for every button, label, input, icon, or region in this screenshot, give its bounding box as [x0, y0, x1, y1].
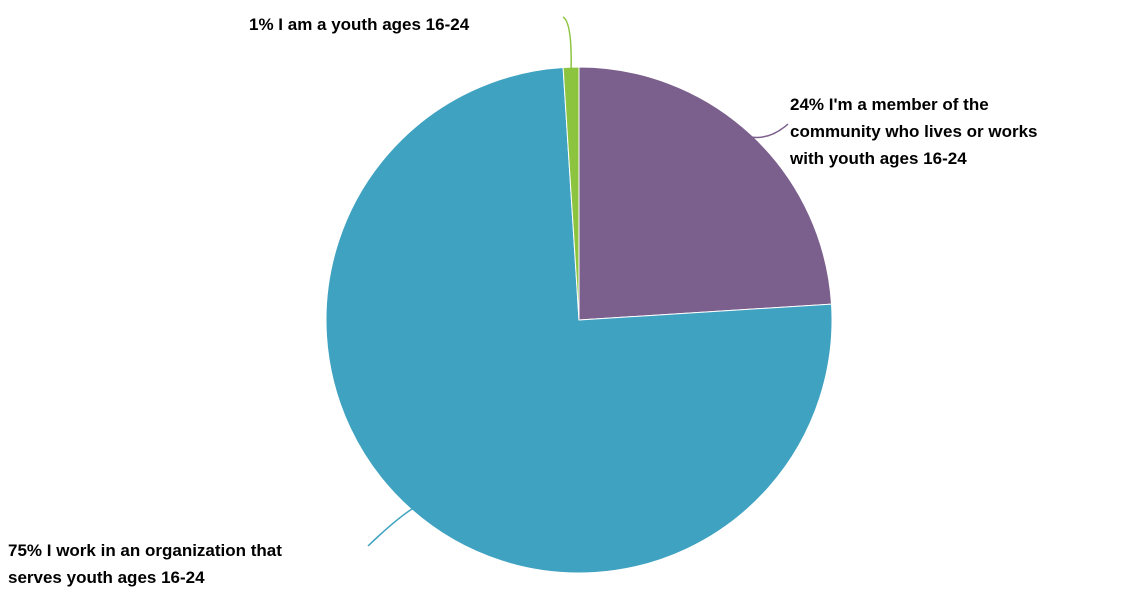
slice-label-youth: 1% I am a youth ages 16-24: [249, 15, 470, 34]
slice-label-line: serves youth ages 16-24: [8, 568, 205, 587]
slice-label-member-of-community: 24% I'm a member of the community who li…: [789, 95, 1038, 168]
slice-label-work-in-organization: 75% I work in an organization that serve…: [8, 541, 282, 587]
leader-lines: [367, 16, 789, 547]
slice-label-line: 75% I work in an organization that: [8, 541, 282, 560]
slice-label-line: 24% I'm a member of the: [790, 95, 989, 114]
leader-line: [562, 16, 572, 70]
slice-label-line: with youth ages 16-24: [789, 149, 967, 168]
slice-label-line: 1% I am a youth ages 16-24: [249, 15, 470, 34]
slice-label-line: community who lives or works: [790, 122, 1038, 141]
pie-slice: [578, 66, 833, 321]
leader-line: [367, 507, 414, 547]
leader-line: [750, 123, 789, 139]
pie-slices: [325, 66, 833, 574]
